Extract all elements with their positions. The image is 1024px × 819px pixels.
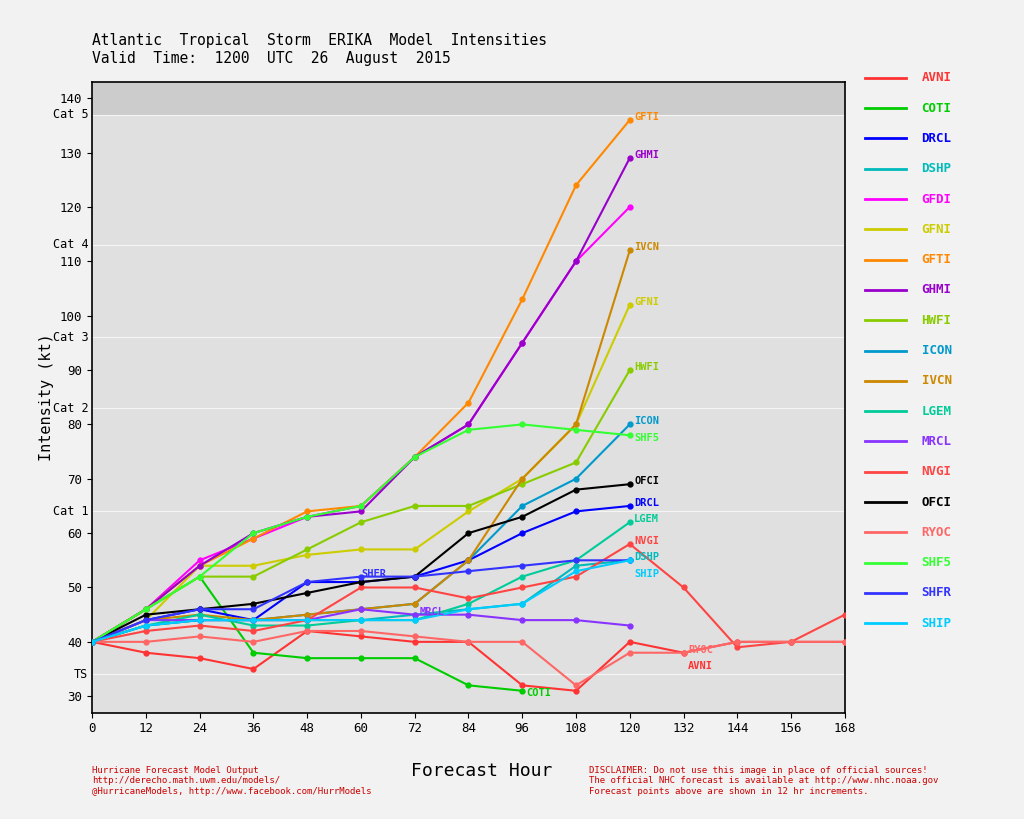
Text: TS: TS bbox=[74, 668, 88, 681]
Text: GHMI: GHMI bbox=[922, 283, 951, 296]
Text: HWFI: HWFI bbox=[634, 362, 659, 372]
Text: IVCN: IVCN bbox=[634, 242, 659, 252]
Text: IVCN: IVCN bbox=[922, 374, 951, 387]
Text: SHF5: SHF5 bbox=[922, 556, 951, 569]
Text: Cat 4: Cat 4 bbox=[53, 238, 88, 251]
Text: MRCL: MRCL bbox=[419, 607, 444, 617]
Text: HWFI: HWFI bbox=[922, 314, 951, 327]
Text: DISCLAIMER: Do not use this image in place of official sources!
The official NHC: DISCLAIMER: Do not use this image in pla… bbox=[589, 766, 938, 795]
Bar bbox=[92, 82, 845, 115]
Text: NVGI: NVGI bbox=[922, 465, 951, 478]
Text: DRCL: DRCL bbox=[922, 132, 951, 145]
Text: COTI: COTI bbox=[526, 688, 552, 699]
Text: SHFR: SHFR bbox=[360, 568, 386, 578]
Text: GHMI: GHMI bbox=[634, 150, 659, 160]
Text: COTI: COTI bbox=[922, 102, 951, 115]
Text: GFNI: GFNI bbox=[634, 296, 659, 307]
Text: GFTI: GFTI bbox=[922, 253, 951, 266]
Text: Forecast Hour: Forecast Hour bbox=[411, 762, 552, 781]
Text: MRCL: MRCL bbox=[922, 435, 951, 448]
Text: NVGI: NVGI bbox=[634, 536, 659, 546]
Text: LGEM: LGEM bbox=[922, 405, 951, 418]
Text: AVNI: AVNI bbox=[688, 661, 713, 671]
Text: SHFR: SHFR bbox=[922, 586, 951, 600]
Text: Atlantic  Tropical  Storm  ERIKA  Model  Intensities
Valid  Time:  1200  UTC  26: Atlantic Tropical Storm ERIKA Model Inte… bbox=[92, 33, 547, 66]
Text: RYOC: RYOC bbox=[688, 645, 713, 654]
Text: Cat 5: Cat 5 bbox=[53, 108, 88, 121]
Text: Hurricane Forecast Model Output
http://derecho.math.uwm.edu/models/
@HurricaneMo: Hurricane Forecast Model Output http://d… bbox=[92, 766, 372, 795]
Text: Cat 3: Cat 3 bbox=[53, 331, 88, 344]
Text: DSHP: DSHP bbox=[634, 552, 659, 563]
Y-axis label: Intensity (kt): Intensity (kt) bbox=[39, 333, 54, 461]
Text: LGEM: LGEM bbox=[634, 514, 659, 524]
Text: OFCI: OFCI bbox=[634, 476, 659, 486]
Text: ICON: ICON bbox=[922, 344, 951, 357]
Text: DRCL: DRCL bbox=[634, 498, 659, 508]
Text: DSHP: DSHP bbox=[922, 162, 951, 175]
Text: GFDI: GFDI bbox=[922, 192, 951, 206]
Text: SHIP: SHIP bbox=[922, 617, 951, 630]
Text: GFTI: GFTI bbox=[634, 112, 659, 122]
Text: AVNI: AVNI bbox=[922, 71, 951, 84]
Text: SHIP: SHIP bbox=[634, 568, 659, 578]
Text: RYOC: RYOC bbox=[922, 526, 951, 539]
Text: Cat 1: Cat 1 bbox=[53, 505, 88, 518]
Text: GFNI: GFNI bbox=[922, 223, 951, 236]
Text: ICON: ICON bbox=[634, 416, 659, 427]
Text: Cat 2: Cat 2 bbox=[53, 401, 88, 414]
Text: OFCI: OFCI bbox=[922, 495, 951, 509]
Text: SHF5: SHF5 bbox=[634, 432, 659, 443]
